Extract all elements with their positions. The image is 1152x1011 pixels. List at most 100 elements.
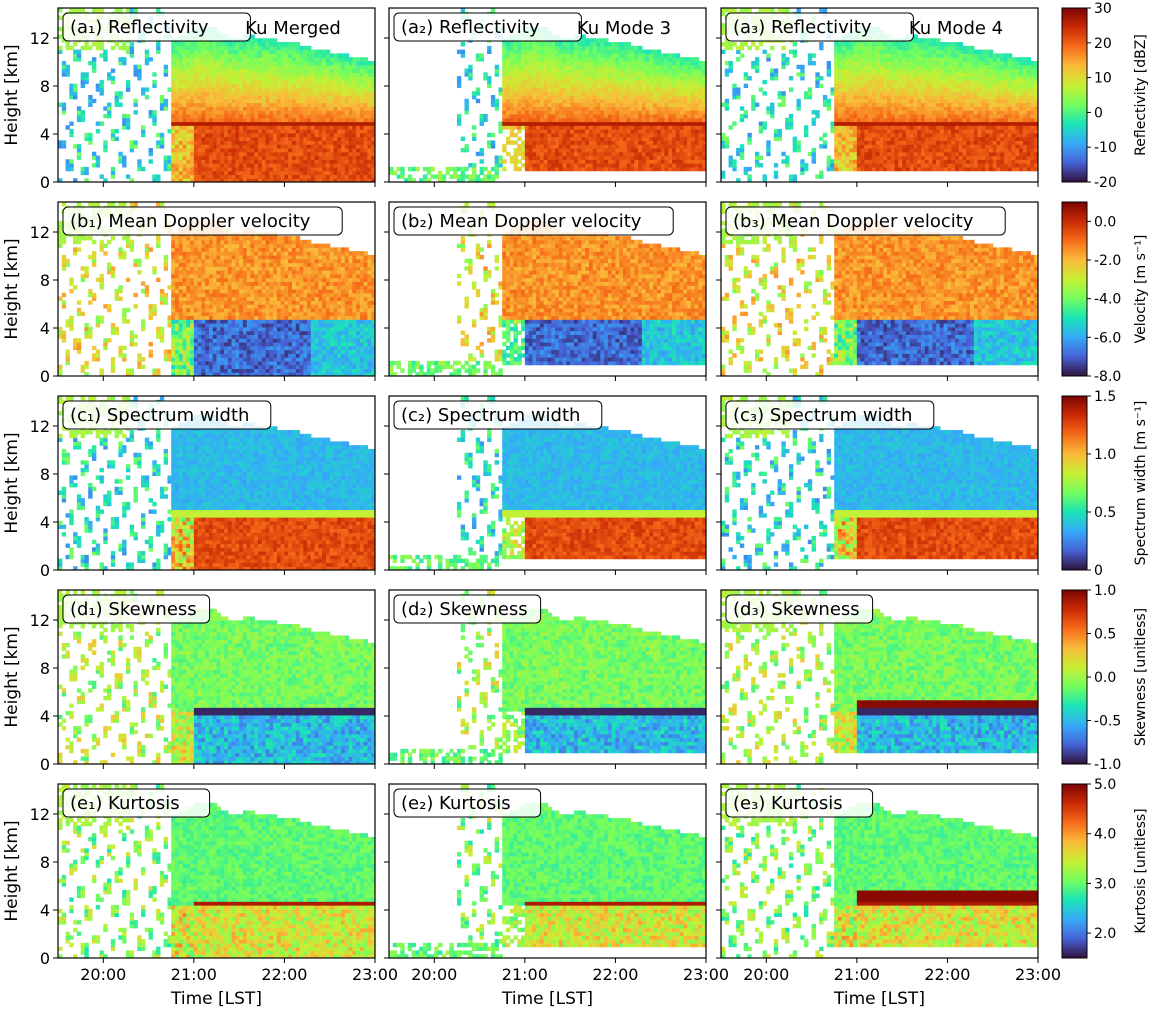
heatmap-cell [80,166,86,172]
heatmap-cell [626,125,632,130]
heatmap-cell [770,110,775,115]
heatmap-cell [505,79,511,85]
heatmap-cell [581,57,586,62]
heatmap-cell [702,155,706,160]
heatmap-cell [551,72,556,77]
heatmap-cell [490,95,496,100]
heatmap-cell [197,76,202,81]
heatmap-cell [604,166,609,172]
heatmap-cell [536,53,541,58]
heatmap-cell [656,121,662,126]
heatmap-cell [265,151,270,157]
heatmap-cell [562,83,567,89]
heatmap-cell [604,129,609,134]
heatmap-cell [694,132,700,138]
heatmap-cell [231,166,236,172]
heatmap-cell [182,174,187,179]
heatmap-cell [672,136,677,141]
heatmap-cell [551,91,556,96]
heatmap-cell [604,87,609,92]
heatmap-cell [702,91,706,96]
heatmap-cell [683,68,688,73]
heatmap-cell [73,42,78,47]
heatmap-cell [834,91,839,96]
heatmap-cell [585,125,590,130]
heatmap-cell [845,91,850,96]
heatmap-cell [159,132,165,138]
heatmap-cell [193,60,199,66]
heatmap-cell [505,45,511,51]
heatmap-cell [205,113,210,119]
heatmap-cell [250,125,255,130]
heatmap-cell [291,106,297,111]
heatmap-cell [539,57,545,62]
heatmap-cell [573,129,579,134]
heatmap-cell [675,132,681,138]
heatmap-cell [653,110,658,115]
heatmap-cell [291,87,297,92]
heatmap-cell [190,64,195,70]
heatmap-cell [694,163,700,168]
heatmap-cell [660,166,666,172]
heatmap-cell [483,174,488,179]
heatmap-cell [600,163,605,168]
heatmap-cell [536,117,541,123]
heatmap-cell [539,147,545,153]
heatmap-cell [645,151,650,157]
heatmap-cell [133,8,138,13]
heatmap-cell [619,159,624,164]
heatmap-cell [502,49,507,54]
heatmap-cell [284,83,289,89]
heatmap-cell [528,106,533,111]
heatmap-cell [611,45,617,51]
heatmap-cell [171,76,176,81]
heatmap-cell [483,76,488,81]
heatmap-cell [660,98,666,104]
heatmap-cell [258,45,263,51]
heatmap-cell [284,129,289,134]
heatmap-cell [762,91,767,96]
heatmap-cell [687,159,692,164]
heatmap-cell [837,102,843,107]
heatmap-cell [460,8,466,13]
heatmap-cell [371,132,375,138]
heatmap-cell [585,113,590,119]
heatmap-cell [468,64,473,70]
heatmap-cell [581,79,586,85]
heatmap-cell [197,166,202,172]
heatmap-cell [69,91,74,96]
heatmap-cell [543,166,549,172]
heatmap-cell [675,121,681,126]
heatmap-cell [224,42,229,47]
heatmap-cell [325,166,331,172]
heatmap-cell [250,95,255,100]
heatmap-cell [607,95,613,100]
heatmap-cell [570,76,575,81]
heatmap-cell [186,129,191,134]
heatmap-cell [88,95,93,100]
heatmap-cell [524,110,530,115]
heatmap-cell [201,147,206,153]
heatmap-cell [698,95,703,100]
heatmap-cell [694,151,700,157]
heatmap-cell [426,166,432,172]
heatmap-cell [604,151,609,157]
heatmap-cell [668,95,673,100]
heatmap-cell [524,79,530,85]
heatmap-cell [566,49,571,54]
heatmap-cell [254,49,259,54]
heatmap-cell [322,125,327,130]
heatmap-cell [664,87,669,92]
heatmap-cell [505,136,511,141]
heatmap-cell [856,102,862,107]
heatmap-cell [367,113,372,119]
heatmap-cell [122,45,127,51]
heatmap-cell [250,113,255,119]
heatmap-cell [284,87,289,92]
heatmap-cell [521,60,526,66]
heatmap-cell [250,170,255,176]
heatmap-cell [845,60,850,66]
heatmap-cell [337,121,342,126]
heatmap-cell [826,155,832,160]
heatmap-cell [171,136,176,141]
